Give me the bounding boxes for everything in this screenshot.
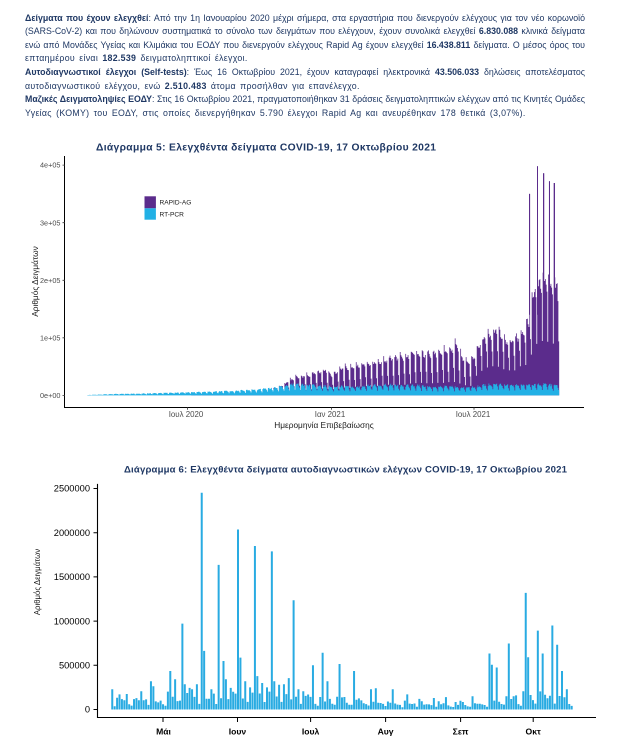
svg-text:Σεπ: Σεπ <box>453 727 469 737</box>
svg-text:RT-PCR: RT-PCR <box>160 212 185 219</box>
svg-text:500000: 500000 <box>59 661 90 671</box>
svg-text:Διάγραμμα 5: Ελεγχθέντα δείγμα: Διάγραμμα 5: Ελεγχθέντα δείγματα COVID-1… <box>96 143 436 154</box>
svg-text:2e+05: 2e+05 <box>40 276 61 285</box>
svg-text:2500000: 2500000 <box>54 484 90 494</box>
svg-text:RAPID-AG: RAPID-AG <box>160 200 192 207</box>
svg-text:0: 0 <box>85 705 90 715</box>
svg-text:Οκτ: Οκτ <box>526 727 541 737</box>
svg-text:Μάι: Μάι <box>156 727 171 737</box>
svg-text:Αυγ: Αυγ <box>378 727 394 737</box>
svg-text:Αριθμός Δειγμάτων: Αριθμός Δειγμάτων <box>30 246 40 317</box>
svg-text:Ιαν 2021: Ιαν 2021 <box>315 410 345 419</box>
svg-text:0e+00: 0e+00 <box>40 391 61 400</box>
svg-text:Ιουλ 2020: Ιουλ 2020 <box>169 410 204 419</box>
svg-text:4e+05: 4e+05 <box>40 161 61 170</box>
svg-text:Ιουλ: Ιουλ <box>302 727 320 737</box>
svg-text:Ιουν: Ιουν <box>229 727 247 737</box>
svg-text:Ιουλ 2021: Ιουλ 2021 <box>456 410 491 419</box>
svg-text:2000000: 2000000 <box>54 528 90 538</box>
svg-text:Αριθμός Δειγμάτων: Αριθμός Δειγμάτων <box>33 549 42 615</box>
svg-text:1500000: 1500000 <box>54 572 90 582</box>
svg-text:Ημερομηνία Επιβεβαίωσης: Ημερομηνία Επιβεβαίωσης <box>274 420 374 430</box>
svg-text:1e+05: 1e+05 <box>40 333 61 342</box>
svg-text:3e+05: 3e+05 <box>40 218 61 227</box>
svg-text:Διάγραμμα 6: Ελεγχθέντα δείγμα: Διάγραμμα 6: Ελεγχθέντα δείγματα αυτοδια… <box>124 464 568 475</box>
svg-text:1000000: 1000000 <box>54 616 90 626</box>
